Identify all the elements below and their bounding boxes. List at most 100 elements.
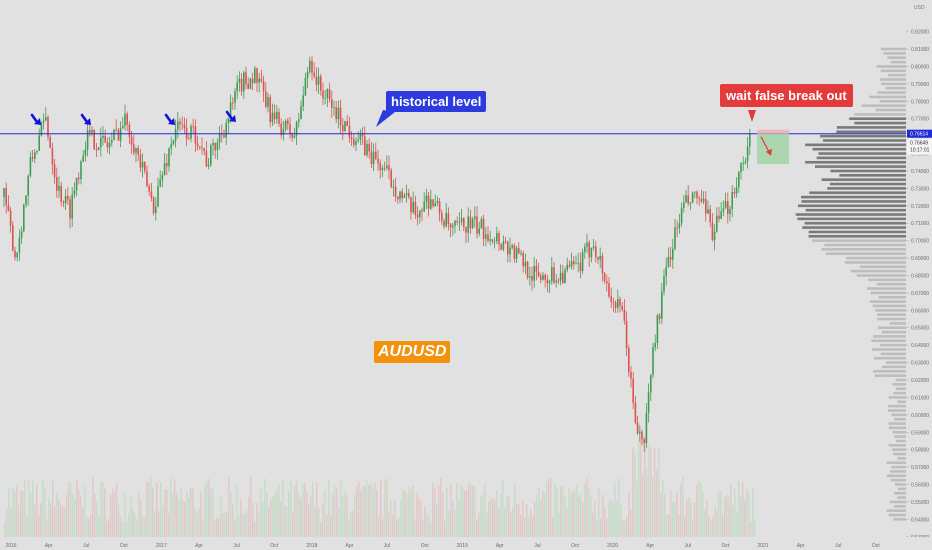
volume-bar xyxy=(666,514,668,542)
volume-bar xyxy=(688,497,690,542)
candle-body xyxy=(155,206,157,213)
volume-bar xyxy=(226,511,228,542)
volume-bar xyxy=(242,512,244,542)
candle-body xyxy=(720,211,722,219)
volume-bar xyxy=(532,516,534,542)
candle-body xyxy=(126,113,128,125)
candle-body xyxy=(647,392,650,413)
candle-body xyxy=(419,210,421,218)
candle-body xyxy=(207,164,210,167)
current-price-label: 0.76614 xyxy=(910,132,928,138)
profile-bar xyxy=(801,195,906,199)
y-tick-label: 0.64000 xyxy=(911,343,929,349)
volume-bar xyxy=(712,516,714,542)
candle-body xyxy=(357,139,359,142)
volume-bar xyxy=(500,494,502,542)
profile-bar xyxy=(854,113,906,116)
candle-body xyxy=(674,227,676,249)
candle-body xyxy=(608,283,610,297)
candle-body xyxy=(370,151,373,164)
candle-body xyxy=(610,296,612,302)
y-tick-label: 0.58000 xyxy=(911,448,929,454)
price-axis[interactable]: USD 0.82000 0.81000 0.80000 0.79000 0.78000 0.… xyxy=(906,0,932,550)
volume-bar xyxy=(154,510,156,542)
candle-body xyxy=(621,306,623,310)
candle-body xyxy=(740,163,742,172)
candle-body xyxy=(425,195,428,202)
candle-body xyxy=(337,107,340,120)
candle-body xyxy=(478,228,480,234)
profile-bar xyxy=(856,274,906,277)
candle-body xyxy=(383,167,386,169)
candle-body xyxy=(159,179,161,187)
candle-body xyxy=(78,177,80,180)
candle-body xyxy=(669,256,672,260)
profile-bar xyxy=(897,496,906,499)
profile-bar xyxy=(797,204,906,208)
candle-body xyxy=(643,439,645,444)
x-tick-label: Jul xyxy=(685,543,691,549)
candle-body xyxy=(421,210,423,212)
candle-body xyxy=(95,149,98,150)
candle-body xyxy=(381,167,384,171)
y-tick-label: 0.65000 xyxy=(911,326,929,332)
profile-bar xyxy=(877,313,906,316)
volume-bar xyxy=(452,501,454,542)
candle-body xyxy=(364,136,366,156)
volume-bar xyxy=(212,489,214,542)
volume-bar xyxy=(412,485,414,542)
volume-bar xyxy=(162,506,164,542)
candle-body xyxy=(229,102,232,118)
profile-bar xyxy=(801,200,906,203)
blue-arrow-head xyxy=(168,118,175,125)
y-tick-label: 0.78000 xyxy=(911,99,929,105)
volume-bar xyxy=(674,501,676,542)
volume-bar xyxy=(624,520,626,542)
candle-body xyxy=(533,265,535,281)
profile-bar xyxy=(836,130,906,134)
profile-bar xyxy=(836,126,906,129)
candle-body xyxy=(306,71,309,78)
volume-bar xyxy=(598,486,600,542)
volume-bar xyxy=(160,482,162,542)
annotation-false-breakout: wait false break out xyxy=(720,84,853,107)
volume-bar xyxy=(684,516,686,542)
volume-bar xyxy=(286,506,288,542)
volume-bar xyxy=(626,516,628,542)
profile-bar xyxy=(816,156,906,160)
candle-body xyxy=(100,137,102,148)
volume-bar xyxy=(150,477,152,542)
time-axis[interactable]: 2016 Apr Jul Oct 2017 Apr Jul Oct 2018 Apr Jul Oct 2… xyxy=(0,537,932,550)
candle-body xyxy=(575,263,577,265)
volume-bar xyxy=(44,489,46,542)
profile-bar xyxy=(872,348,906,351)
profile-bar xyxy=(802,226,906,229)
candle-body xyxy=(546,279,549,284)
candle-body xyxy=(25,195,27,205)
profile-bar xyxy=(881,330,906,334)
volume-bar xyxy=(364,485,366,542)
candle-body xyxy=(405,193,408,196)
candle-body xyxy=(372,151,375,164)
profile-bar xyxy=(883,52,906,55)
volume-bar xyxy=(636,481,638,542)
volume-bar xyxy=(642,473,644,542)
volume-bar xyxy=(568,488,570,542)
candle-body xyxy=(687,195,689,204)
candle-body xyxy=(152,197,155,213)
volume-bar xyxy=(378,516,380,542)
volume-bar xyxy=(466,489,468,542)
currency-label: USD xyxy=(914,5,925,11)
volume-bar xyxy=(38,515,40,542)
volume-bar xyxy=(644,437,646,542)
profile-bar xyxy=(839,174,906,177)
volume-bar xyxy=(326,514,328,542)
candle-body xyxy=(465,226,467,233)
x-tick-label: Jul xyxy=(233,543,239,549)
candle-body xyxy=(254,68,256,84)
volume-bar xyxy=(158,511,160,542)
candle-body xyxy=(23,204,25,232)
candle-body xyxy=(298,119,300,123)
volume-bar xyxy=(428,516,430,542)
